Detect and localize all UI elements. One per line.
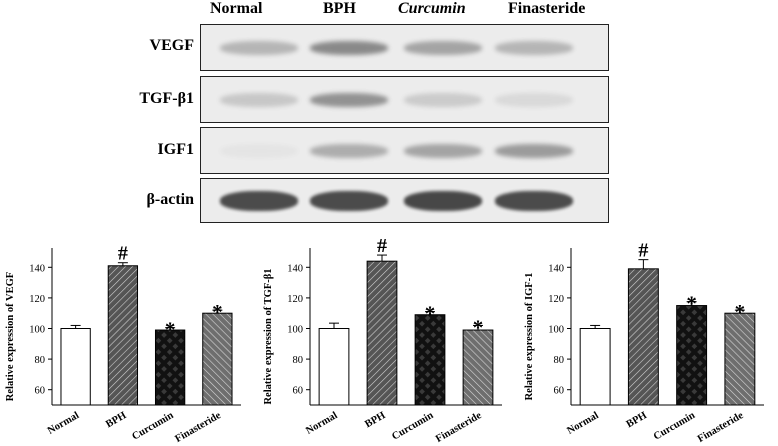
blot-panel-tgf-b1: [200, 76, 609, 123]
blot-band: [495, 143, 573, 158]
y-tick-label: 60: [554, 386, 565, 397]
blot-label-igf1: IGF1: [157, 141, 194, 158]
bar: [579, 328, 611, 406]
y-axis-label: Relative expression of TGF-β1: [263, 268, 274, 404]
blot-band: [310, 143, 388, 158]
blot-panel-igf1: [200, 127, 609, 174]
bar: [724, 312, 756, 406]
x-tick-label: BPH: [625, 410, 649, 430]
bar-chart-tgf-b1: Relative expression of TGF-β1 60 80 100 120 1…: [263, 236, 502, 445]
y-tick-label: 60: [293, 386, 304, 397]
y-tick-label: 120: [548, 294, 564, 305]
significance-star: *: [473, 315, 484, 339]
blot-band: [220, 40, 298, 55]
blot-band: [220, 190, 298, 211]
blot-band: [404, 40, 482, 55]
blot-band: [220, 92, 298, 107]
blot-band: [495, 40, 573, 55]
x-tick-label: Curcumin: [652, 410, 697, 443]
bar: [462, 329, 494, 406]
blot-panel-b-actin: [200, 178, 609, 223]
significance-hash: #: [118, 243, 128, 265]
blot-band: [404, 92, 482, 107]
blot-label-vegf: VEGF: [149, 37, 194, 54]
y-axis-label: Relative expression of IGF-1: [524, 273, 535, 401]
significance-star: *: [425, 302, 436, 326]
blot-band: [310, 40, 388, 55]
x-tick-label: BPH: [363, 410, 387, 430]
lane-header-curcumin: Curcumin: [398, 0, 466, 17]
x-tick-label: Finasteride: [696, 410, 746, 445]
blot-band: [220, 143, 298, 158]
blot-panel-vegf: [200, 24, 609, 71]
significance-star: *: [735, 300, 746, 324]
bar: [60, 328, 91, 406]
bar: [627, 268, 659, 406]
x-tick-label: Curcumin: [390, 410, 435, 443]
x-tick-label: Normal: [46, 410, 81, 437]
y-tick-label: 60: [35, 386, 46, 397]
blot-band: [310, 92, 388, 107]
blot-label-b-actin: β-actin: [146, 191, 194, 208]
blot-band: [495, 190, 573, 211]
blot-band: [404, 190, 482, 211]
x-tick-label: Normal: [565, 410, 600, 437]
y-tick-label: 120: [287, 294, 303, 305]
lane-header-bph: BPH: [323, 0, 356, 17]
y-tick-label: 100: [548, 325, 564, 336]
y-tick-label: 80: [554, 355, 565, 366]
x-tick-label: Finasteride: [173, 410, 223, 445]
blot-band: [404, 143, 482, 158]
bar-chart-igf1: Relative expression of IGF-1 60 80 100 120 14…: [524, 240, 764, 445]
significance-hash: #: [377, 236, 387, 257]
y-tick-label: 140: [287, 263, 303, 274]
x-tick-label: Finasteride: [434, 410, 484, 445]
x-tick-label: Normal: [304, 410, 339, 437]
x-tick-label: Curcumin: [130, 410, 175, 443]
y-tick-label: 80: [35, 355, 46, 366]
bar: [107, 265, 139, 406]
y-tick-label: 120: [29, 294, 45, 305]
bar: [366, 260, 398, 406]
bar-chart-vegf: Relative expression of VEGF 60 80 100 120 140…: [5, 243, 241, 445]
y-tick-label: 140: [29, 263, 45, 274]
y-axis-label: Relative expression of VEGF: [5, 272, 16, 401]
y-tick-label: 80: [293, 355, 304, 366]
significance-star: *: [212, 300, 223, 324]
y-tick-label: 140: [548, 263, 564, 274]
x-tick-label: BPH: [104, 410, 128, 430]
significance-star: *: [165, 318, 176, 342]
blot-band: [310, 190, 388, 211]
lane-header-normal: Normal: [210, 0, 263, 17]
significance-hash: #: [638, 240, 648, 262]
blot-label-tgf-b1: TGF-β1: [139, 90, 194, 107]
significance-star: *: [686, 292, 697, 316]
lane-header-finasteride: Finasteride: [508, 0, 586, 17]
bar: [202, 312, 233, 406]
blot-band: [495, 92, 573, 107]
bar: [676, 305, 708, 406]
bar: [414, 314, 446, 406]
y-tick-label: 100: [29, 325, 45, 336]
y-tick-label: 100: [287, 325, 303, 336]
bar: [318, 328, 350, 406]
bar: [154, 329, 186, 406]
